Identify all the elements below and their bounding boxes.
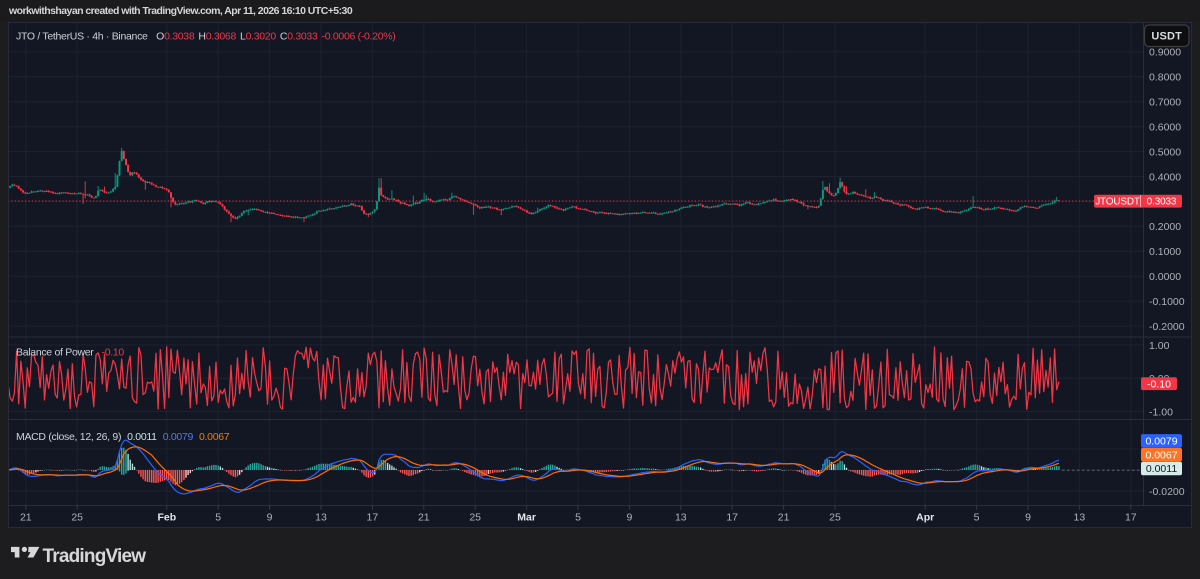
svg-text:5: 5 [215, 512, 221, 524]
svg-text:JTO / TetherUS · 4h · Binance: JTO / TetherUS · 4h · Binance O0.3038 H0.… [16, 30, 396, 42]
svg-text:0.7000: 0.7000 [1149, 97, 1181, 109]
svg-text:25: 25 [71, 512, 83, 524]
svg-text:-0.10: -0.10 [1147, 378, 1171, 390]
svg-text:0.0067: 0.0067 [1145, 449, 1177, 461]
svg-text:Balance of Power-0.10: Balance of Power -0.10 [16, 346, 124, 358]
svg-text:0.0079: 0.0079 [1145, 436, 1177, 448]
svg-text:9: 9 [267, 512, 273, 524]
svg-text:5: 5 [974, 512, 980, 524]
svg-text:0.5000: 0.5000 [1149, 146, 1181, 158]
svg-text:Mar: Mar [517, 512, 536, 524]
svg-text:0.4000: 0.4000 [1149, 171, 1181, 183]
svg-text:21: 21 [20, 512, 32, 524]
svg-text:9: 9 [1025, 512, 1031, 524]
svg-text:-0.2000: -0.2000 [1149, 321, 1185, 333]
svg-text:17: 17 [367, 512, 379, 524]
svg-text:JTOUSDT: JTOUSDT [1095, 197, 1140, 208]
svg-text:0.1000: 0.1000 [1149, 246, 1181, 258]
svg-text:17: 17 [726, 512, 738, 524]
svg-text:9: 9 [626, 512, 632, 524]
svg-text:USDT: USDT [1151, 31, 1182, 43]
svg-text:0.9000: 0.9000 [1149, 47, 1181, 59]
svg-text:13: 13 [1074, 512, 1086, 524]
svg-text:0.3033: 0.3033 [1147, 197, 1177, 208]
svg-text:13: 13 [315, 512, 327, 524]
svg-text:-0.0200: -0.0200 [1149, 486, 1185, 498]
svg-text:-0.1000: -0.1000 [1149, 296, 1185, 308]
svg-text:Apr: Apr [916, 512, 934, 524]
svg-text:21: 21 [778, 512, 790, 524]
svg-text:0.8000: 0.8000 [1149, 72, 1181, 84]
svg-text:0.0011: 0.0011 [1146, 463, 1177, 475]
svg-text:17: 17 [1125, 512, 1137, 524]
svg-text:0.2000: 0.2000 [1149, 221, 1181, 233]
svg-text:1.00: 1.00 [1149, 340, 1170, 352]
svg-text:TradingView: TradingView [43, 546, 147, 567]
svg-text:0.6000: 0.6000 [1149, 122, 1181, 134]
svg-text:21: 21 [418, 512, 430, 524]
svg-text:25: 25 [469, 512, 481, 524]
svg-text:-1.00: -1.00 [1149, 406, 1173, 418]
svg-text:0.0000: 0.0000 [1149, 271, 1181, 283]
svg-text:Feb: Feb [157, 512, 176, 524]
svg-text:5: 5 [575, 512, 581, 524]
svg-text:25: 25 [829, 512, 841, 524]
svg-text:13: 13 [675, 512, 687, 524]
